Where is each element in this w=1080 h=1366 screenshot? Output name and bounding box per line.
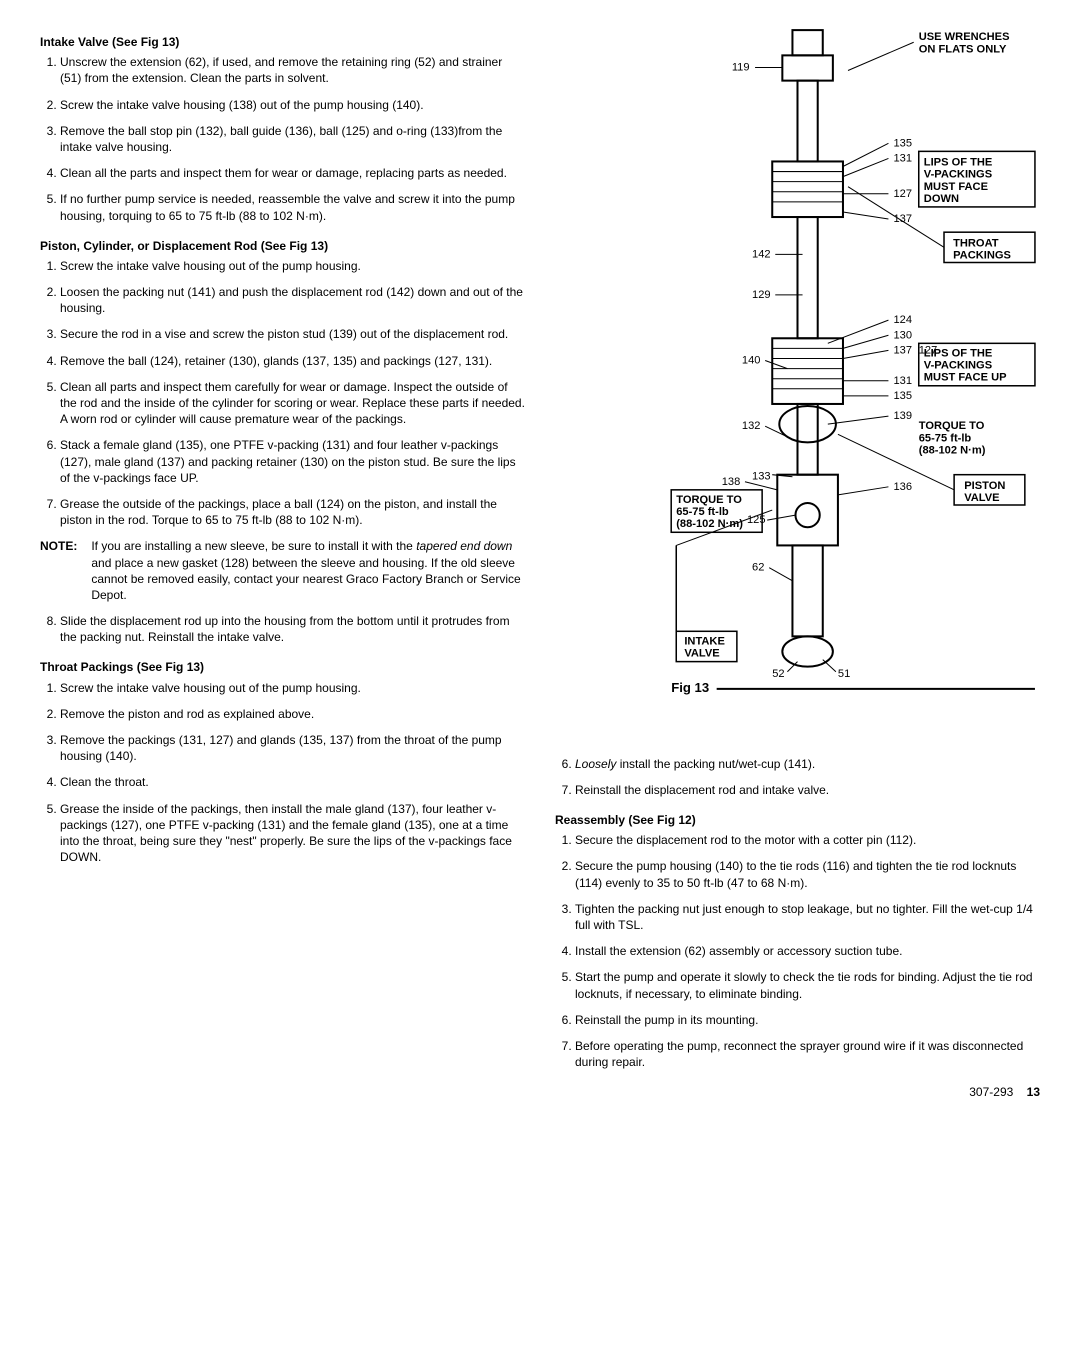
list-item: Clean the throat. <box>60 774 525 790</box>
fig-label-135: 135 <box>893 137 912 149</box>
list-item: Loosely install the packing nut/wet-cup … <box>575 756 1040 772</box>
list-item: Stack a female gland (135), one PTFE v-p… <box>60 437 525 486</box>
fig-label-130: 130 <box>893 329 912 341</box>
fig-label-intake-valve: INTAKE VALVE <box>684 635 728 659</box>
fig-label-51: 51 <box>838 668 850 680</box>
fig-label-piston-valve: PISTON VALVE <box>964 480 1008 504</box>
list-item: Start the pump and operate it slowly to … <box>575 969 1040 1001</box>
list-item: Remove the packings (131, 127) and gland… <box>60 732 525 764</box>
list-item: Screw the intake valve housing (138) out… <box>60 97 525 113</box>
list-item: Secure the rod in a vise and screw the p… <box>60 326 525 342</box>
fig-label-torque-right: TORQUE TO 65-75 ft-lb (88-102 N·m) <box>919 420 988 456</box>
reassembly-title: Reassembly (See Fig 12) <box>555 812 1040 828</box>
text: and place a new gasket (128) between the… <box>91 556 520 602</box>
piston-title: Piston, Cylinder, or Displacement Rod (S… <box>40 238 525 254</box>
fig-label-136: 136 <box>893 481 912 493</box>
piston-list-cont: Slide the displacement rod up into the h… <box>40 613 525 645</box>
fig-label-131b: 131 <box>893 375 912 387</box>
fig-label-62: 62 <box>752 562 764 574</box>
list-item: Secure the displacement rod to the motor… <box>575 832 1040 848</box>
right-column: USE WRENCHES ON FLATS ONLY 119 <box>555 20 1040 1080</box>
fig-label-lips-down: LIPS OF THE V-PACKINGS MUST FACE DOWN <box>924 157 996 205</box>
note-body: If you are installing a new sleeve, be s… <box>91 538 525 603</box>
text: If you are installing a new sleeve, be s… <box>91 539 416 553</box>
list-item: Remove the ball (124), retainer (130), g… <box>60 353 525 369</box>
piston-list: Screw the intake valve housing out of th… <box>40 258 525 528</box>
list-item: Secure the pump housing (140) to the tie… <box>575 858 1040 890</box>
note-label: NOTE: <box>40 538 77 603</box>
fig-label-throat-packings: THROAT PACKINGS <box>953 237 1011 261</box>
text: Stack a female gland (135), one PTFE v-p… <box>60 438 516 484</box>
list-item: Unscrew the extension (62), if used, and… <box>60 54 525 86</box>
list-item: Before operating the pump, reconnect the… <box>575 1038 1040 1070</box>
list-item: Reinstall the pump in its mounting. <box>575 1012 1040 1028</box>
fig-label-torque-left: TORQUE TO 65-75 ft-lb (88-102 N·m) <box>676 494 745 530</box>
fig-label-138: 138 <box>722 476 741 488</box>
reassembly-list: Secure the displacement rod to the motor… <box>555 832 1040 1070</box>
page-number: 13 <box>1027 1085 1040 1099</box>
intake-valve-title: Intake Valve (See Fig 13) <box>40 34 525 50</box>
fig-label-135b: 135 <box>893 390 912 402</box>
list-item: Grease the outside of the packings, plac… <box>60 496 525 528</box>
text-italic: Loosely <box>575 757 616 771</box>
fig-label-124: 124 <box>893 314 912 326</box>
fig-label-52: 52 <box>772 668 784 680</box>
fig-label-140: 140 <box>742 355 761 367</box>
list-item: If no further pump service is needed, re… <box>60 191 525 223</box>
list-item: Tighten the packing nut just enough to s… <box>575 901 1040 933</box>
throat-title: Throat Packings (See Fig 13) <box>40 659 525 675</box>
list-item: Screw the intake valve housing out of th… <box>60 680 525 696</box>
throat-list: Screw the intake valve housing out of th… <box>40 680 525 866</box>
figure-caption: Fig 13 <box>671 680 709 695</box>
list-item: Screw the intake valve housing out of th… <box>60 258 525 274</box>
fig-label-139: 139 <box>893 410 912 422</box>
list-item: Clean all parts and inspect them careful… <box>60 379 525 428</box>
list-item: Loosen the packing nut (141) and push th… <box>60 284 525 316</box>
intake-valve-list: Unscrew the extension (62), if used, and… <box>40 54 525 224</box>
left-column: Intake Valve (See Fig 13) Unscrew the ex… <box>40 20 525 1080</box>
fig-label-133: 133 <box>752 471 771 483</box>
list-item: Remove the ball stop pin (132), ball gui… <box>60 123 525 155</box>
fig-label-wrenches: USE WRENCHES ON FLATS ONLY <box>919 31 1013 55</box>
fig-label-137b: 137 <box>893 344 912 356</box>
page-columns: Intake Valve (See Fig 13) Unscrew the ex… <box>40 20 1040 1080</box>
list-item: Remove the piston and rod as explained a… <box>60 706 525 722</box>
fig-label-142: 142 <box>752 248 771 260</box>
fig-label-131: 131 <box>893 152 912 164</box>
list-item: Slide the displacement rod up into the h… <box>60 613 525 645</box>
text: Grease the inside of the packings, then … <box>60 802 512 865</box>
list-item: Clean all the parts and inspect them for… <box>60 165 525 181</box>
doc-number: 307-293 <box>969 1085 1013 1099</box>
fig-label-127: 127 <box>893 188 912 200</box>
fig-label-lips-up: LIPS OF THE V-PACKINGS MUST FACE UP <box>924 347 1007 383</box>
list-item: Install the extension (62) assembly or a… <box>575 943 1040 959</box>
list-item: Reinstall the displacement rod and intak… <box>575 782 1040 798</box>
list-item: Grease the inside of the packings, then … <box>60 801 525 866</box>
fig-label-137: 137 <box>893 213 912 225</box>
fig-label-129: 129 <box>752 289 771 301</box>
fig-label-119: 119 <box>732 62 750 74</box>
throat-list-cont: Loosely install the packing nut/wet-cup … <box>555 756 1040 798</box>
fig-label-132: 132 <box>742 420 761 432</box>
note-block: NOTE: If you are installing a new sleeve… <box>40 538 525 603</box>
figure-13: USE WRENCHES ON FLATS ONLY 119 <box>555 20 1040 748</box>
text-italic: tapered end down <box>416 539 512 553</box>
text: install the packing nut/wet-cup (141). <box>616 757 815 771</box>
page-footer: 307-293 13 <box>40 1084 1040 1100</box>
